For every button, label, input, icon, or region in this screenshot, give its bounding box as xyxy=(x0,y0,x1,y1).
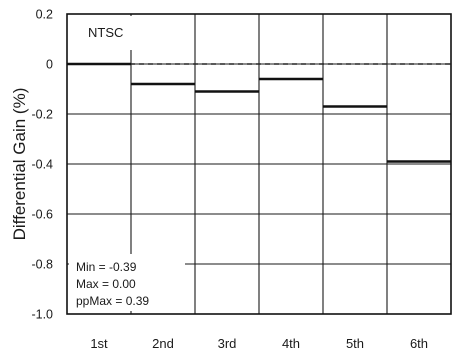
annotation-layer: NTSC Min = -0.39 Max = 0.00 ppMax = 0.39 xyxy=(69,16,185,311)
x-tick-label-1st: 1st xyxy=(90,336,108,351)
y-tick-label: -0.8 xyxy=(31,258,53,272)
x-tick-label-2nd: 2nd xyxy=(152,336,174,351)
x-tick-label-5th: 5th xyxy=(346,336,364,351)
x-tick-label-3rd: 3rd xyxy=(218,336,237,351)
plot-frame xyxy=(66,13,452,315)
stat-min-label: Min = -0.39 xyxy=(76,260,137,274)
y-tick-label: 0 xyxy=(46,58,53,72)
series-layer xyxy=(67,62,451,163)
title-box-background xyxy=(69,16,139,50)
y-tick-label: -0.4 xyxy=(31,158,53,172)
x-tick-label-6th: 6th xyxy=(410,336,428,351)
y-tick-labels: 0.2 0 -0.2 -0.4 -0.6 -0.8 -1.0 xyxy=(31,8,53,322)
y-tick-label: -1.0 xyxy=(31,308,53,322)
y-axis-label: Differential Gain (%) xyxy=(10,88,29,241)
stats-box-background xyxy=(69,254,185,311)
y-tick-label: 0.2 xyxy=(36,8,53,22)
x-tick-label-4th: 4th xyxy=(282,336,300,351)
y-tick-label: -0.6 xyxy=(31,208,53,222)
stat-ppmax-label: ppMax = 0.39 xyxy=(76,294,149,308)
stat-max-label: Max = 0.00 xyxy=(76,277,136,291)
y-tick-label: -0.2 xyxy=(31,108,53,122)
chart-title-label: NTSC xyxy=(88,25,123,40)
x-tick-labels: 1st 2nd 3rd 4th 5th 6th xyxy=(90,336,428,351)
